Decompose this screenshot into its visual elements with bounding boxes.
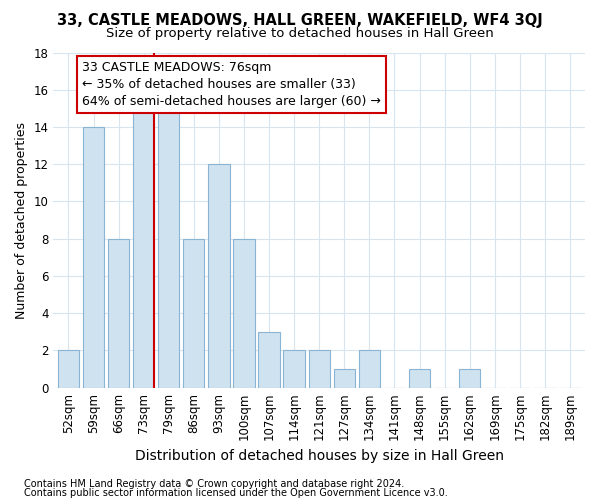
Bar xyxy=(409,369,430,388)
Bar xyxy=(108,238,129,388)
Bar xyxy=(158,108,179,388)
Bar xyxy=(58,350,79,388)
Bar xyxy=(183,238,205,388)
Bar xyxy=(233,238,254,388)
X-axis label: Distribution of detached houses by size in Hall Green: Distribution of detached houses by size … xyxy=(135,448,504,462)
Bar xyxy=(308,350,330,388)
Text: 33 CASTLE MEADOWS: 76sqm
← 35% of detached houses are smaller (33)
64% of semi-d: 33 CASTLE MEADOWS: 76sqm ← 35% of detach… xyxy=(82,61,381,108)
Bar xyxy=(359,350,380,388)
Bar xyxy=(259,332,280,388)
Bar xyxy=(133,108,154,388)
Bar xyxy=(83,127,104,388)
Text: Size of property relative to detached houses in Hall Green: Size of property relative to detached ho… xyxy=(106,28,494,40)
Text: Contains public sector information licensed under the Open Government Licence v3: Contains public sector information licen… xyxy=(24,488,448,498)
Text: Contains HM Land Registry data © Crown copyright and database right 2024.: Contains HM Land Registry data © Crown c… xyxy=(24,479,404,489)
Bar xyxy=(208,164,230,388)
Bar xyxy=(334,369,355,388)
Bar xyxy=(459,369,481,388)
Y-axis label: Number of detached properties: Number of detached properties xyxy=(15,122,28,318)
Bar xyxy=(283,350,305,388)
Text: 33, CASTLE MEADOWS, HALL GREEN, WAKEFIELD, WF4 3QJ: 33, CASTLE MEADOWS, HALL GREEN, WAKEFIEL… xyxy=(57,12,543,28)
